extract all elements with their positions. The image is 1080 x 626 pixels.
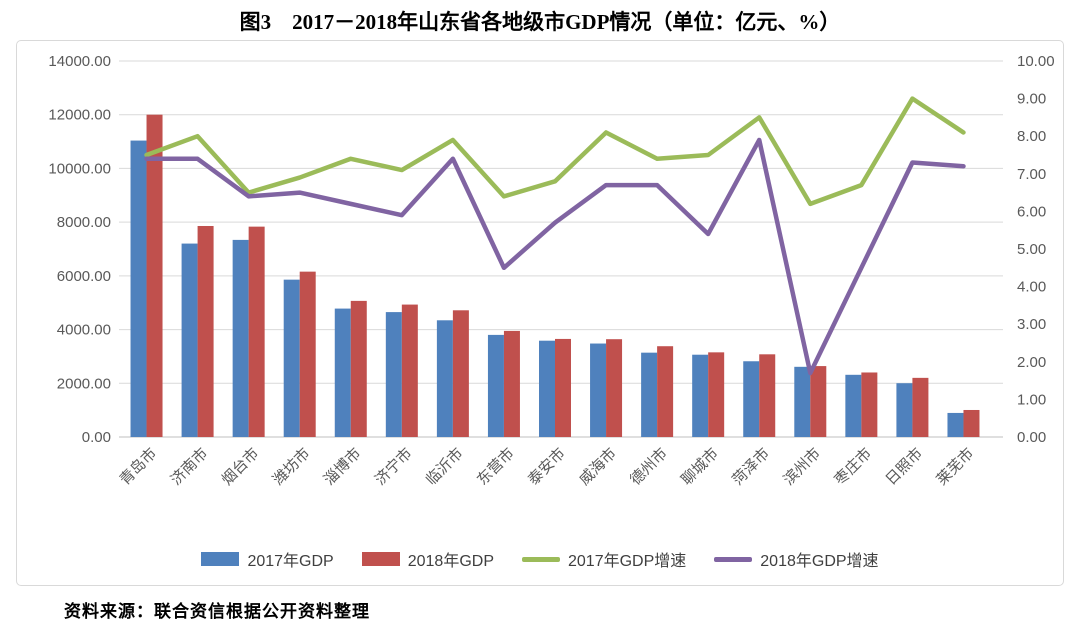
legend-label: 2018年GDP增速 bbox=[760, 553, 879, 570]
bar-2018年GDP-淄博市 bbox=[350, 300, 367, 437]
bar-2017年GDP-临沂市 bbox=[436, 320, 453, 437]
x-axis-label-淄博市: 淄博市 bbox=[321, 445, 365, 489]
bar-2018年GDP-聊城市 bbox=[708, 352, 725, 437]
left-axis-tick-label: 12000.00 bbox=[48, 107, 111, 124]
legend-item-2017年GDP增速: 2017年GDP增速 bbox=[522, 547, 686, 571]
growth-line-2018年GDP增速 bbox=[144, 137, 966, 376]
x-axis-label-威海市: 威海市 bbox=[576, 445, 620, 489]
bar-2017年GDP-济南市 bbox=[181, 243, 198, 437]
bar-2017年GDP-烟台市 bbox=[232, 239, 249, 437]
bar-2018年GDP-济宁市 bbox=[401, 304, 418, 437]
right-axis-tick-label: 2.00 bbox=[1017, 354, 1046, 371]
bar-2017年GDP-滨州市 bbox=[794, 366, 811, 437]
legend-label: 2018年GDP bbox=[407, 553, 494, 570]
x-axis-label-青岛市: 青岛市 bbox=[117, 445, 161, 489]
legend-swatch-line bbox=[714, 556, 753, 562]
x-axis-label-东营市: 东营市 bbox=[474, 445, 518, 489]
bar-2018年GDP-日照市 bbox=[912, 377, 929, 437]
right-axis-tick-label: 0.00 bbox=[1017, 429, 1046, 446]
legend-label: 2017年GDP增速 bbox=[568, 553, 687, 570]
bar-2017年GDP-枣庄市 bbox=[845, 374, 862, 437]
x-axis-label-泰安市: 泰安市 bbox=[525, 445, 569, 489]
right-axis-tick-label: 7.00 bbox=[1017, 166, 1046, 183]
bar-2018年GDP-潍坊市 bbox=[299, 271, 316, 437]
bar-2018年GDP-威海市 bbox=[606, 339, 623, 437]
legend-swatch-bar bbox=[361, 552, 400, 566]
bar-2017年GDP-东营市 bbox=[487, 334, 504, 437]
x-axis-label-潍坊市: 潍坊市 bbox=[270, 445, 314, 489]
bar-2018年GDP-泰安市 bbox=[555, 338, 571, 437]
bar-2017年GDP-淄博市 bbox=[334, 308, 351, 437]
legend-item-2017年GDP: 2017年GDP bbox=[201, 547, 334, 571]
x-axis-label-德州市: 德州市 bbox=[626, 444, 671, 489]
bar-2018年GDP-东营市 bbox=[503, 330, 520, 437]
right-axis-tick-label: 8.00 bbox=[1017, 128, 1046, 145]
left-axis-tick-label: 0.00 bbox=[82, 429, 111, 446]
right-axis-tick-label: 6.00 bbox=[1017, 203, 1046, 220]
left-axis-tick-label: 14000.00 bbox=[48, 53, 111, 70]
legend-label: 2017年GDP bbox=[247, 553, 334, 570]
right-axis-tick-label: 3.00 bbox=[1017, 316, 1046, 333]
gdp-combo-chart: 0.00 2000.00 4000.00 6000.00 8000.00 10000.00… bbox=[48, 53, 1055, 489]
bar-2017年GDP-青岛市 bbox=[130, 140, 147, 438]
x-axis-label-滨州市: 滨州市 bbox=[780, 445, 824, 489]
chart-title: 图3 2017－2018年山东省各地级市GDP情况（单位：亿元、%） bbox=[239, 10, 841, 34]
legend-item-2018年GDP增速: 2018年GDP增速 bbox=[714, 547, 879, 571]
bar-2018年GDP-临沂市 bbox=[452, 310, 469, 437]
x-axis-label-枣庄市: 枣庄市 bbox=[831, 444, 876, 489]
bar-2017年GDP-泰安市 bbox=[539, 340, 555, 437]
left-axis-tick-label: 10000.00 bbox=[48, 160, 111, 177]
x-axis-label-烟台市: 烟台市 bbox=[219, 445, 263, 489]
bar-2018年GDP-滨州市 bbox=[810, 366, 827, 437]
source-note: 资料来源：联合资信根据公开资料整理 bbox=[64, 602, 370, 621]
bar-2017年GDP-德州市 bbox=[641, 352, 658, 437]
bar-2017年GDP-菏泽市 bbox=[743, 361, 760, 437]
left-axis-tick-label: 8000.00 bbox=[57, 214, 111, 231]
x-axis-label-菏泽市: 菏泽市 bbox=[729, 445, 773, 489]
x-axis-label-聊城市: 聊城市 bbox=[678, 445, 722, 489]
x-axis-label-日照市: 日照市 bbox=[882, 445, 926, 489]
bar-2017年GDP-威海市 bbox=[590, 343, 607, 437]
bar-2018年GDP-莱芜市 bbox=[963, 409, 980, 437]
right-axis-tick-label: 1.00 bbox=[1017, 391, 1046, 408]
chart-frame: 0.00 2000.00 4000.00 6000.00 8000.00 10000.00… bbox=[16, 40, 1064, 586]
bar-2018年GDP-德州市 bbox=[657, 346, 674, 437]
right-axis-tick-label: 5.00 bbox=[1017, 241, 1046, 258]
bar-2018年GDP-枣庄市 bbox=[861, 372, 878, 437]
legend-swatch-line bbox=[522, 556, 560, 562]
x-axis-label-济宁市: 济宁市 bbox=[372, 445, 416, 489]
right-axis-tick-label: 9.00 bbox=[1017, 91, 1046, 108]
growth-line-2017年GDP增速 bbox=[144, 96, 966, 207]
x-axis-label-济南市: 济南市 bbox=[168, 445, 212, 489]
bar-series-2017年GDP bbox=[130, 140, 964, 438]
x-axis-label-莱芜市: 莱芜市 bbox=[933, 445, 977, 489]
x-axis-label-临沂市: 临沂市 bbox=[423, 445, 467, 489]
chart-legend: 2017年GDP 2018年GDP 2017年GDP增速 2018年GDP增速 bbox=[17, 547, 1063, 571]
bar-2017年GDP-聊城市 bbox=[692, 354, 709, 437]
legend-item-2018年GDP: 2018年GDP bbox=[361, 547, 494, 571]
bar-2018年GDP-青岛市 bbox=[146, 114, 163, 437]
legend-swatch-bar bbox=[201, 552, 240, 566]
bar-2017年GDP-日照市 bbox=[896, 383, 913, 437]
bar-2017年GDP-莱芜市 bbox=[947, 412, 964, 437]
right-axis-tick-label: 10.00 bbox=[1017, 53, 1055, 70]
bar-2017年GDP-济宁市 bbox=[385, 312, 402, 437]
bar-2017年GDP-潍坊市 bbox=[283, 279, 300, 437]
bar-series-2018年GDP bbox=[146, 114, 980, 437]
bar-2018年GDP-烟台市 bbox=[248, 226, 265, 437]
left-axis-tick-label: 2000.00 bbox=[57, 375, 111, 392]
bar-2018年GDP-济南市 bbox=[197, 225, 214, 437]
left-axis-tick-label: 4000.00 bbox=[57, 322, 111, 339]
bar-2018年GDP-菏泽市 bbox=[759, 354, 776, 437]
left-axis-tick-label: 6000.00 bbox=[57, 268, 111, 285]
right-axis-tick-label: 4.00 bbox=[1017, 279, 1046, 296]
